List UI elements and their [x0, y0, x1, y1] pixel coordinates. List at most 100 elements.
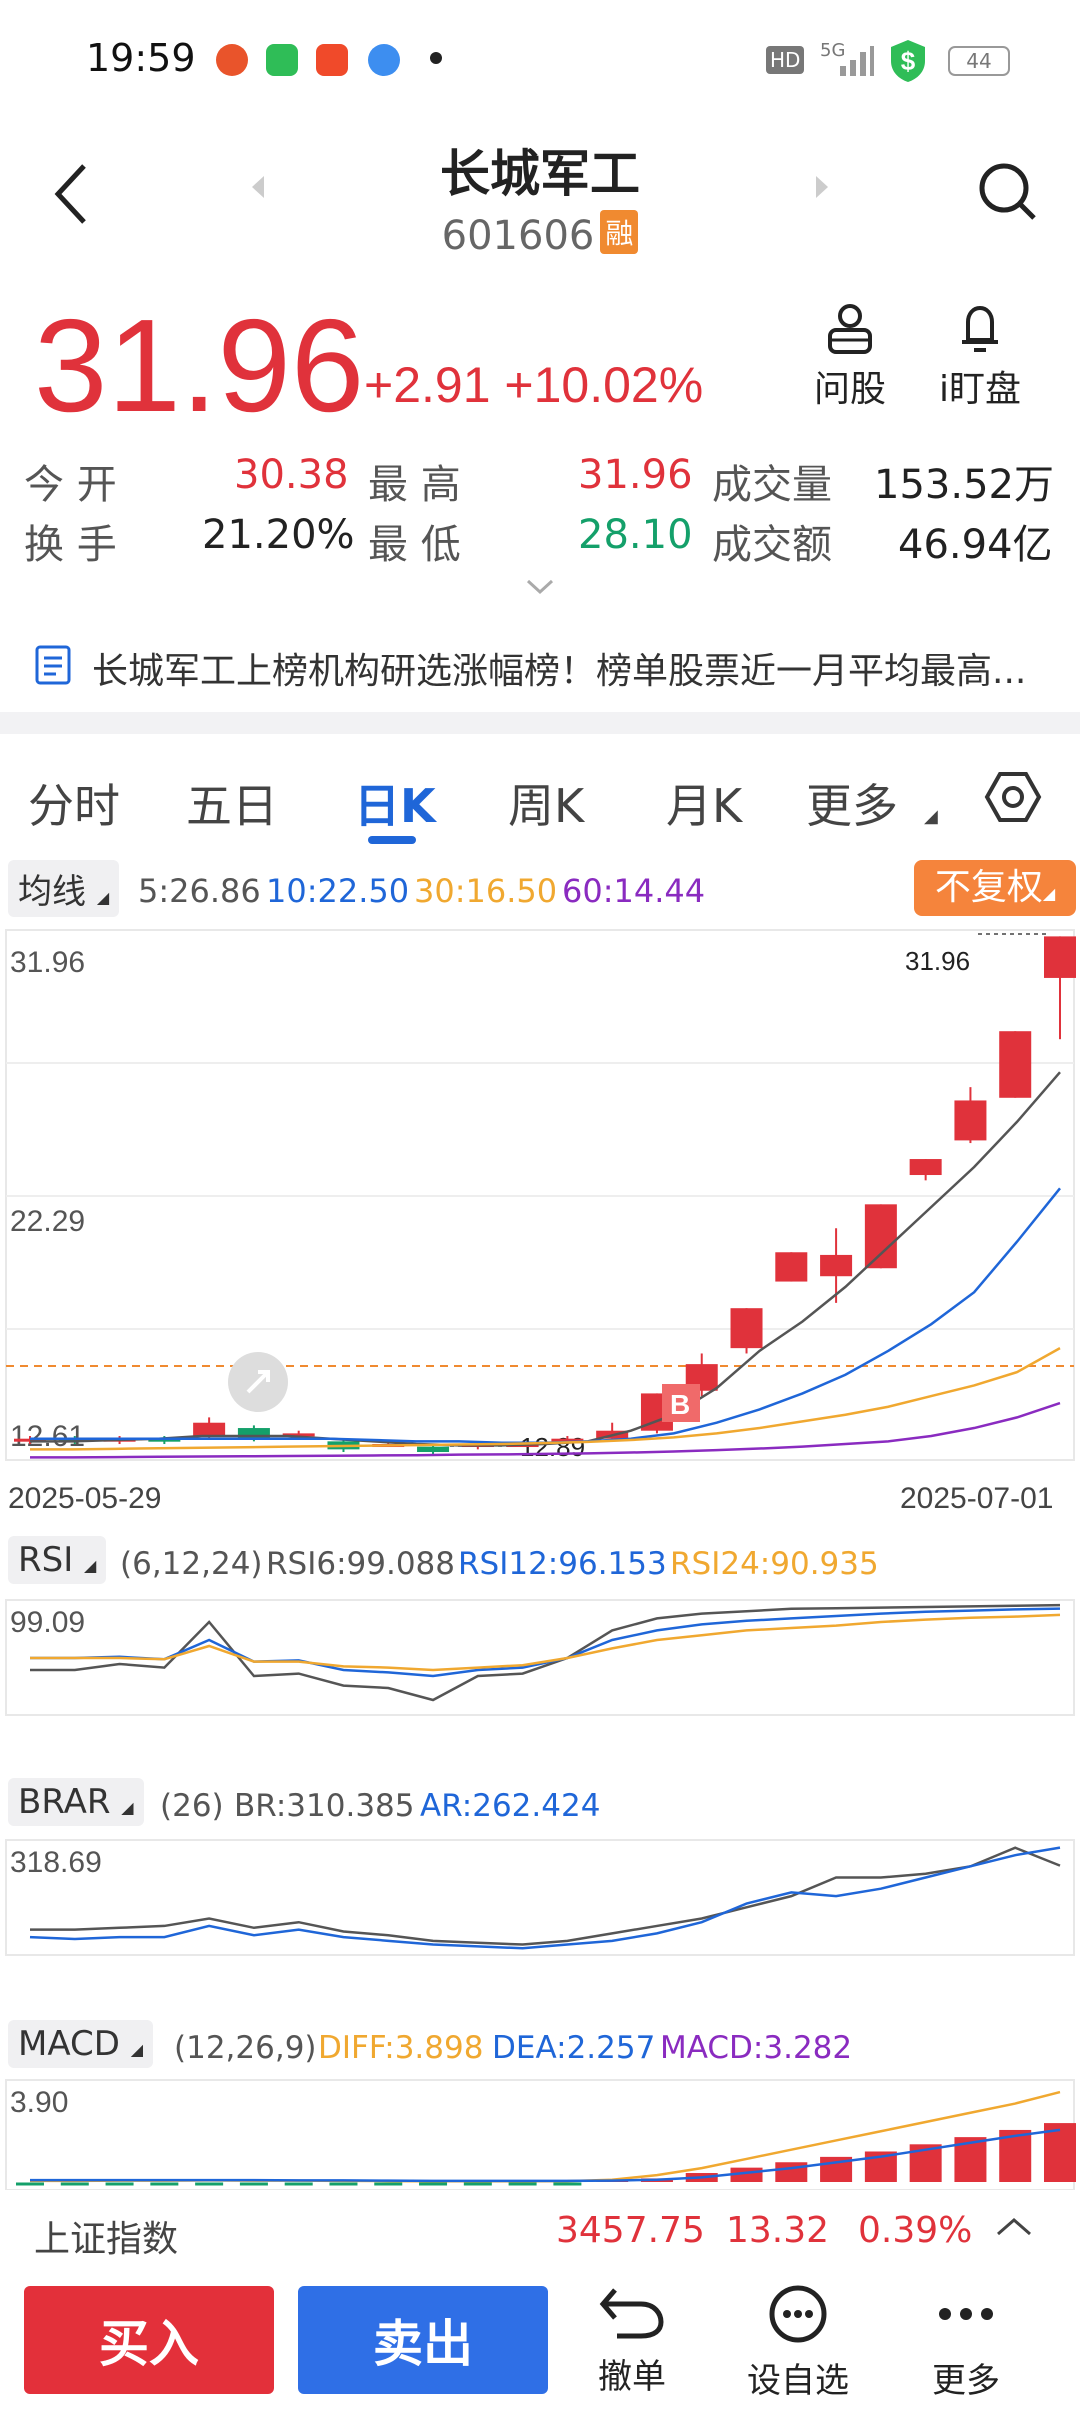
tab-more[interactable]: 更多 — [806, 779, 898, 833]
undo-icon — [599, 2288, 664, 2339]
rsi-legend-row: RSI ◢ (6,12,24) RSI6:99.088 RSI12:96.153… — [0, 1536, 1080, 1592]
cancel-order-button[interactable]: 撤单 — [552, 2284, 712, 2398]
ma60-value: 60:14.44 — [562, 872, 706, 910]
sell-button[interactable]: 卖出 — [298, 2286, 548, 2394]
dea-line — [30, 2128, 1061, 2183]
tab-monthly-k[interactable]: 月K — [666, 779, 743, 833]
tab-five-day[interactable]: 五日 — [186, 779, 278, 833]
kline-chart-area[interactable]: 31.96 22.29 12.61 31.96 12.89 B 2025-05-… — [0, 920, 1080, 2190]
macd-selector[interactable]: MACD ◢ — [8, 2020, 154, 2068]
section-divider — [0, 712, 1080, 734]
status-bar: 19:59 HD 5G $ 44 — [0, 0, 1080, 120]
rsi-selector[interactable]: RSI ◢ — [8, 1536, 107, 1584]
candle-body — [909, 1159, 942, 1176]
candle-body — [954, 1100, 987, 1141]
more-label: 更多 — [932, 2361, 1000, 2401]
ma-caret-icon: ◢ — [96, 888, 110, 907]
index-percent: 0.39% — [858, 2210, 973, 2251]
volume-label: 成交量 — [712, 462, 832, 508]
ma30-value: 30:16.50 — [414, 872, 558, 910]
candle-body — [148, 1438, 181, 1442]
high-label: 最 高 — [368, 462, 461, 508]
more-dots-icon — [939, 2308, 993, 2320]
add-watchlist-button[interactable]: 设自选 — [718, 2284, 878, 2402]
settings-hex-icon[interactable] — [984, 768, 1042, 826]
change-amount: +2.91 — [364, 357, 491, 413]
ma-selector[interactable]: 均线 ◢ — [8, 860, 120, 917]
chevron-up-icon[interactable] — [996, 2216, 1032, 2238]
back-arrow-icon[interactable] — [52, 162, 92, 226]
brar-selector-label: BRAR — [18, 1782, 111, 1822]
quote-row-1: 今 开 30.38 最 高 31.96 成交量 153.52万 — [24, 452, 1056, 508]
battery-level: 44 — [966, 49, 992, 73]
amount-value: 46.94亿 — [898, 522, 1053, 568]
brar-legend-row: BRAR ◢ (26) BR:310.385 AR:262.424 — [0, 1778, 1080, 1834]
candle-body — [999, 1031, 1032, 1098]
expand-chevron-icon[interactable] — [526, 578, 554, 596]
ma-selector-label: 均线 — [18, 872, 86, 912]
brar-caret-icon: ◢ — [121, 1798, 134, 1817]
buy-marker[interactable]: B — [662, 1384, 700, 1422]
adjust-label: 不复权 — [934, 867, 1043, 908]
open-label: 今 开 — [24, 462, 117, 508]
index-change: 13.32 — [726, 2210, 830, 2251]
rsi6-line — [30, 1603, 1061, 1702]
ma-legend-row: 均线 ◢ 5:26.86 10:22.50 30:16.50 60:14.44 … — [0, 860, 1080, 920]
dea-value: DEA:2.257 — [492, 2030, 656, 2066]
network-label: 5G — [820, 40, 846, 61]
macd-caret-icon: ◢ — [130, 2040, 144, 2059]
signal-icon — [840, 46, 874, 76]
macd-bars-group — [16, 2090, 1076, 2186]
max-marker: 31.96 — [905, 946, 970, 976]
tab-daily-k[interactable]: 日K — [354, 779, 436, 833]
news-text: 长城军工上榜机构研选涨幅榜！榜单股票近一月平均最高... — [92, 651, 1027, 692]
rsi24-line — [30, 1613, 1061, 1672]
brar-selector[interactable]: BRAR ◢ — [8, 1778, 144, 1826]
buy-button[interactable]: 买入 — [24, 2286, 274, 2394]
kline-y-top: 31.96 — [10, 946, 85, 979]
rsi-selector-label: RSI — [18, 1540, 74, 1580]
adjust-button[interactable]: 不复权◢ — [914, 860, 1076, 916]
candle-body — [193, 1422, 226, 1437]
rsi-lines-group — [30, 1603, 1061, 1702]
security-shield-icon: $ — [891, 40, 925, 82]
more-dots-circle-icon — [769, 2285, 827, 2343]
date-start: 2025-05-29 — [8, 1482, 161, 1515]
turnover-value: 21.20% — [202, 512, 355, 558]
ask-stock-button[interactable]: 问股 — [800, 300, 900, 412]
tab-weekly-k[interactable]: 周K — [508, 779, 585, 833]
macd-value: MACD:3.282 — [660, 2030, 853, 2066]
rsi-params: (6,12,24) — [120, 1546, 263, 1582]
rsi12-value: RSI12:96.153 — [458, 1546, 667, 1582]
watch-alert-label: i盯盘 — [938, 369, 1021, 410]
ma-lines-group — [30, 1071, 1061, 1459]
battery-icon: 44 — [948, 46, 1010, 76]
ma5-value: 5:26.86 — [138, 872, 261, 910]
index-ticker[interactable]: 上证指数 3457.75 13.32 0.39% — [0, 2190, 1080, 2270]
svg-text:$: $ — [901, 46, 916, 76]
volume-value: 153.52万 — [874, 462, 1054, 508]
turnover-label: 换 手 — [24, 522, 117, 568]
candle-body — [775, 1252, 808, 1282]
low-value: 28.10 — [578, 512, 693, 558]
ma30-line — [30, 1347, 1061, 1451]
amount-label: 成交额 — [712, 522, 832, 568]
search-icon[interactable] — [976, 160, 1040, 224]
macd-selector-label: MACD — [18, 2024, 120, 2064]
rsi-caret-icon: ◢ — [84, 1556, 97, 1575]
macd-params: (12,26,9) — [174, 2030, 317, 2066]
more-button[interactable]: 更多 — [886, 2284, 1046, 2402]
macd-y-top: 3.90 — [10, 2086, 68, 2119]
more-notifications-dot — [430, 52, 442, 64]
news-banner[interactable]: 长城军工上榜机构研选涨幅榜！榜单股票近一月平均最高... — [0, 620, 1080, 712]
candle-body — [417, 1446, 450, 1453]
watch-alert-button[interactable]: i盯盘 — [930, 300, 1030, 412]
hd-badge: HD — [766, 46, 805, 74]
brar-y-top: 318.69 — [10, 1846, 102, 1879]
rsi-y-top: 99.09 — [10, 1606, 85, 1639]
tab-intraday[interactable]: 分时 — [28, 779, 120, 833]
prev-stock-icon[interactable] — [248, 174, 268, 200]
more-caret-icon: ◢ — [924, 806, 938, 827]
bottom-action-bar: 买入 卖出 撤单 设自选 更多 — [0, 2270, 1080, 2412]
next-stock-icon[interactable] — [812, 174, 832, 200]
